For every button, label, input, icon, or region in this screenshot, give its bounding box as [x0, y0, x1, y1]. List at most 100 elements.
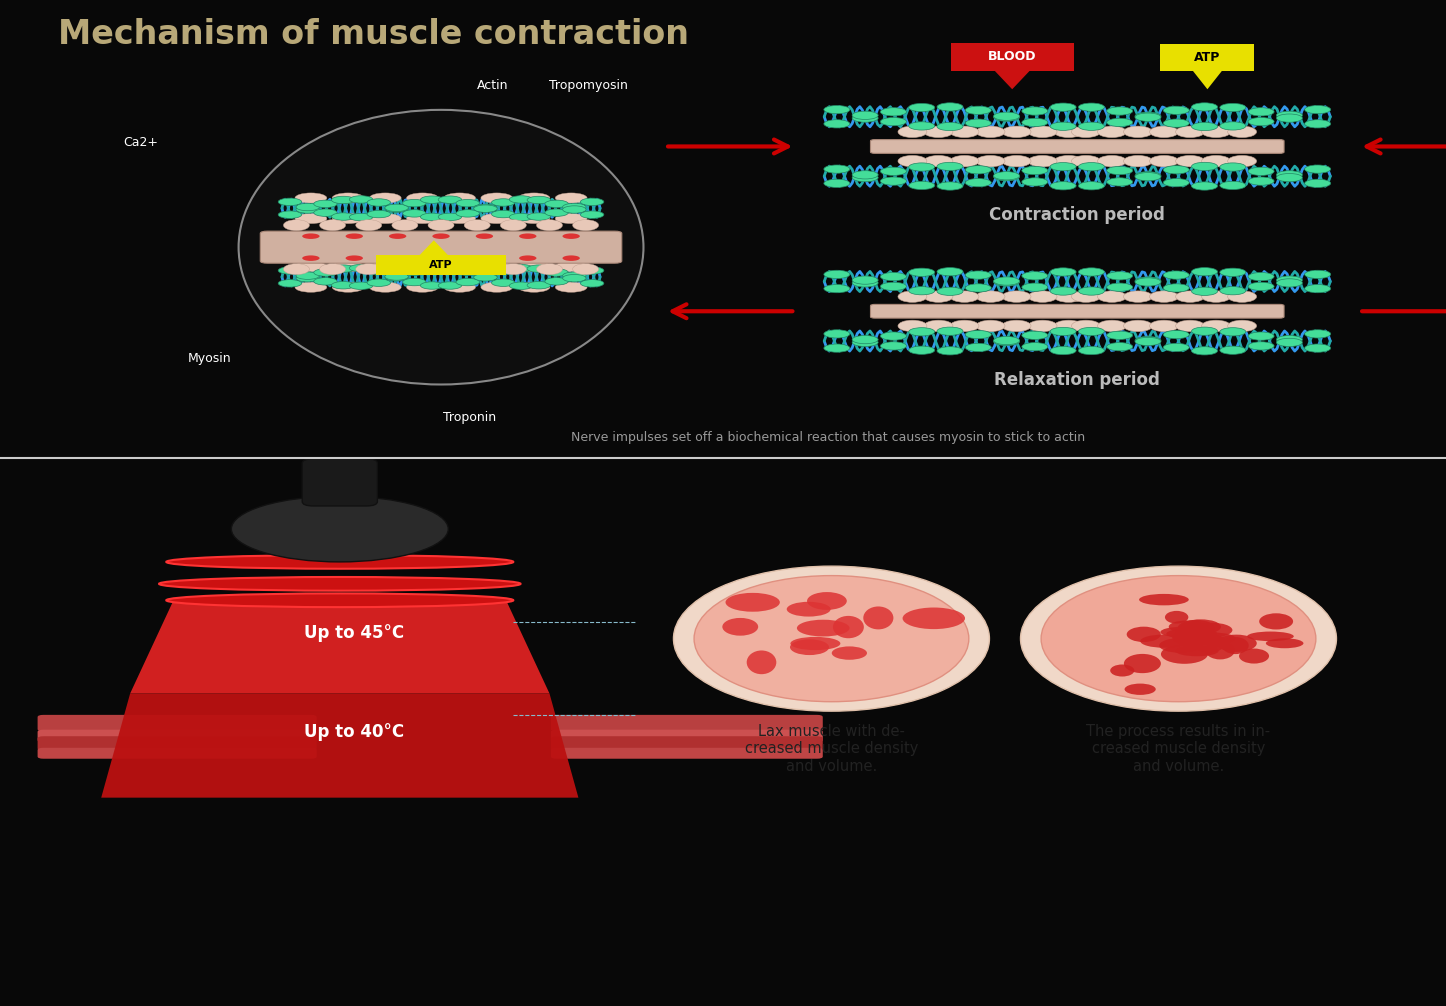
- Circle shape: [518, 193, 549, 203]
- Circle shape: [333, 213, 364, 223]
- Ellipse shape: [1161, 645, 1207, 664]
- Circle shape: [492, 279, 515, 287]
- Ellipse shape: [1124, 155, 1152, 167]
- Ellipse shape: [1071, 126, 1100, 138]
- Circle shape: [852, 112, 878, 120]
- Ellipse shape: [1150, 320, 1178, 332]
- Ellipse shape: [726, 593, 779, 612]
- Circle shape: [562, 275, 586, 282]
- Circle shape: [1192, 287, 1218, 296]
- Ellipse shape: [898, 155, 927, 167]
- Ellipse shape: [1228, 126, 1257, 138]
- Circle shape: [1050, 346, 1076, 355]
- Circle shape: [1135, 112, 1161, 121]
- Circle shape: [937, 123, 963, 131]
- Circle shape: [1050, 103, 1076, 112]
- Circle shape: [1079, 103, 1105, 112]
- Ellipse shape: [1054, 320, 1083, 332]
- Circle shape: [993, 172, 1019, 180]
- Ellipse shape: [924, 126, 953, 138]
- Text: Contraction period: Contraction period: [989, 206, 1165, 224]
- Circle shape: [1304, 179, 1330, 187]
- Ellipse shape: [573, 219, 599, 230]
- Polygon shape: [995, 71, 1030, 90]
- Circle shape: [1248, 177, 1274, 185]
- Circle shape: [937, 103, 963, 111]
- Circle shape: [824, 330, 850, 338]
- Circle shape: [455, 268, 480, 276]
- Circle shape: [476, 233, 493, 239]
- Circle shape: [1248, 283, 1274, 291]
- Circle shape: [1304, 330, 1330, 338]
- Circle shape: [333, 283, 364, 293]
- FancyBboxPatch shape: [38, 747, 317, 759]
- Ellipse shape: [863, 607, 894, 630]
- Circle shape: [1050, 122, 1076, 131]
- Ellipse shape: [790, 639, 829, 655]
- Ellipse shape: [1028, 320, 1057, 332]
- FancyBboxPatch shape: [260, 231, 622, 264]
- Circle shape: [492, 210, 515, 217]
- Circle shape: [1248, 118, 1274, 126]
- Circle shape: [937, 327, 963, 335]
- Circle shape: [1277, 112, 1303, 120]
- Ellipse shape: [950, 291, 979, 303]
- Circle shape: [278, 280, 302, 287]
- Circle shape: [545, 209, 568, 216]
- Ellipse shape: [1239, 649, 1270, 664]
- Circle shape: [852, 279, 878, 287]
- Circle shape: [993, 278, 1019, 286]
- Circle shape: [1304, 271, 1330, 279]
- Circle shape: [350, 265, 373, 272]
- Circle shape: [993, 337, 1019, 346]
- Ellipse shape: [536, 264, 562, 275]
- Circle shape: [474, 273, 497, 281]
- Circle shape: [555, 262, 587, 272]
- Circle shape: [528, 213, 551, 220]
- Circle shape: [367, 199, 390, 206]
- Circle shape: [1220, 328, 1246, 336]
- Ellipse shape: [500, 264, 526, 275]
- Ellipse shape: [573, 264, 599, 275]
- Ellipse shape: [1054, 155, 1083, 167]
- Circle shape: [993, 112, 1019, 121]
- Circle shape: [385, 205, 408, 212]
- Circle shape: [1106, 272, 1132, 280]
- Ellipse shape: [1028, 291, 1057, 303]
- Ellipse shape: [464, 219, 490, 230]
- FancyBboxPatch shape: [551, 715, 823, 731]
- Circle shape: [518, 262, 549, 272]
- Ellipse shape: [1228, 320, 1257, 332]
- Circle shape: [555, 283, 587, 293]
- Ellipse shape: [674, 566, 989, 711]
- Circle shape: [852, 276, 878, 285]
- Circle shape: [1135, 113, 1161, 122]
- FancyBboxPatch shape: [38, 729, 317, 742]
- Ellipse shape: [536, 219, 562, 230]
- Circle shape: [852, 173, 878, 182]
- Ellipse shape: [1176, 646, 1219, 656]
- Ellipse shape: [1002, 320, 1031, 332]
- Circle shape: [1050, 182, 1076, 190]
- Ellipse shape: [1176, 126, 1205, 138]
- Circle shape: [482, 193, 513, 203]
- Circle shape: [385, 274, 408, 281]
- Ellipse shape: [898, 291, 927, 303]
- Circle shape: [1022, 283, 1048, 292]
- Circle shape: [966, 343, 992, 351]
- Ellipse shape: [500, 219, 526, 230]
- Circle shape: [1022, 343, 1048, 351]
- Circle shape: [1163, 119, 1189, 128]
- Circle shape: [881, 342, 907, 350]
- Circle shape: [331, 265, 354, 273]
- Circle shape: [580, 280, 604, 287]
- Circle shape: [555, 213, 587, 223]
- Polygon shape: [101, 693, 578, 798]
- Circle shape: [492, 268, 515, 275]
- Ellipse shape: [392, 264, 418, 275]
- Circle shape: [993, 277, 1019, 285]
- Ellipse shape: [1193, 634, 1225, 653]
- Ellipse shape: [1176, 627, 1206, 638]
- Circle shape: [389, 233, 406, 239]
- Circle shape: [314, 269, 337, 277]
